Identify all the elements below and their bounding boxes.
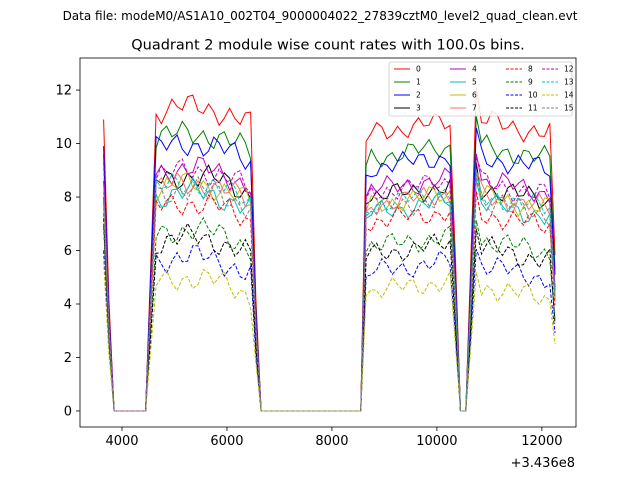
figure-suptitle: Data file: modeM0/AS1A10_002T04_90000040… [63, 9, 578, 23]
legend-label-13: 13 [564, 78, 574, 87]
series-line-10 [103, 245, 556, 412]
series-line-15 [103, 175, 556, 412]
legend-label-0: 0 [416, 65, 421, 74]
series-line-14 [103, 261, 556, 412]
legend-label-15: 15 [564, 104, 574, 113]
x-tick-label: 10000 [416, 434, 457, 449]
legend-label-8: 8 [528, 65, 533, 74]
plot-area [103, 87, 556, 412]
legend-box [388, 61, 573, 117]
x-tick-label: 4000 [105, 434, 138, 449]
legend-label-14: 14 [564, 91, 574, 100]
y-tick-label: 2 [64, 351, 72, 366]
y-tick-label: 12 [55, 84, 72, 99]
legend-label-11: 11 [528, 104, 538, 113]
y-tick-label: 8 [64, 191, 72, 206]
legend-label-7: 7 [472, 104, 477, 113]
legend-label-9: 9 [528, 78, 533, 87]
x-axis: 4000 6000 8000 10000 12000 [105, 427, 563, 449]
x-tick-label: 6000 [210, 434, 243, 449]
chart-title: Quadrant 2 module wise count rates with … [131, 38, 525, 54]
axes-frame [79, 57, 577, 428]
legend-label-1: 1 [416, 78, 421, 87]
y-tick-label: 6 [64, 244, 72, 259]
x-offset-label: +3.436e8 [511, 456, 575, 471]
x-tick-label: 12000 [521, 434, 562, 449]
y-axis: 0 2 4 6 8 10 12 [55, 84, 80, 419]
x-tick-label: 8000 [315, 434, 348, 449]
y-tick-label: 0 [64, 404, 72, 419]
legend-label-2: 2 [416, 91, 421, 100]
legend-label-3: 3 [416, 104, 421, 113]
y-tick-label: 10 [55, 137, 72, 152]
legend-label-6: 6 [472, 91, 477, 100]
legend-label-4: 4 [472, 65, 477, 74]
legend-label-10: 10 [528, 91, 538, 100]
legend-label-5: 5 [472, 78, 477, 87]
legend-label-12: 12 [564, 65, 574, 74]
y-tick-label: 4 [64, 298, 72, 313]
series-line-12 [103, 156, 556, 412]
